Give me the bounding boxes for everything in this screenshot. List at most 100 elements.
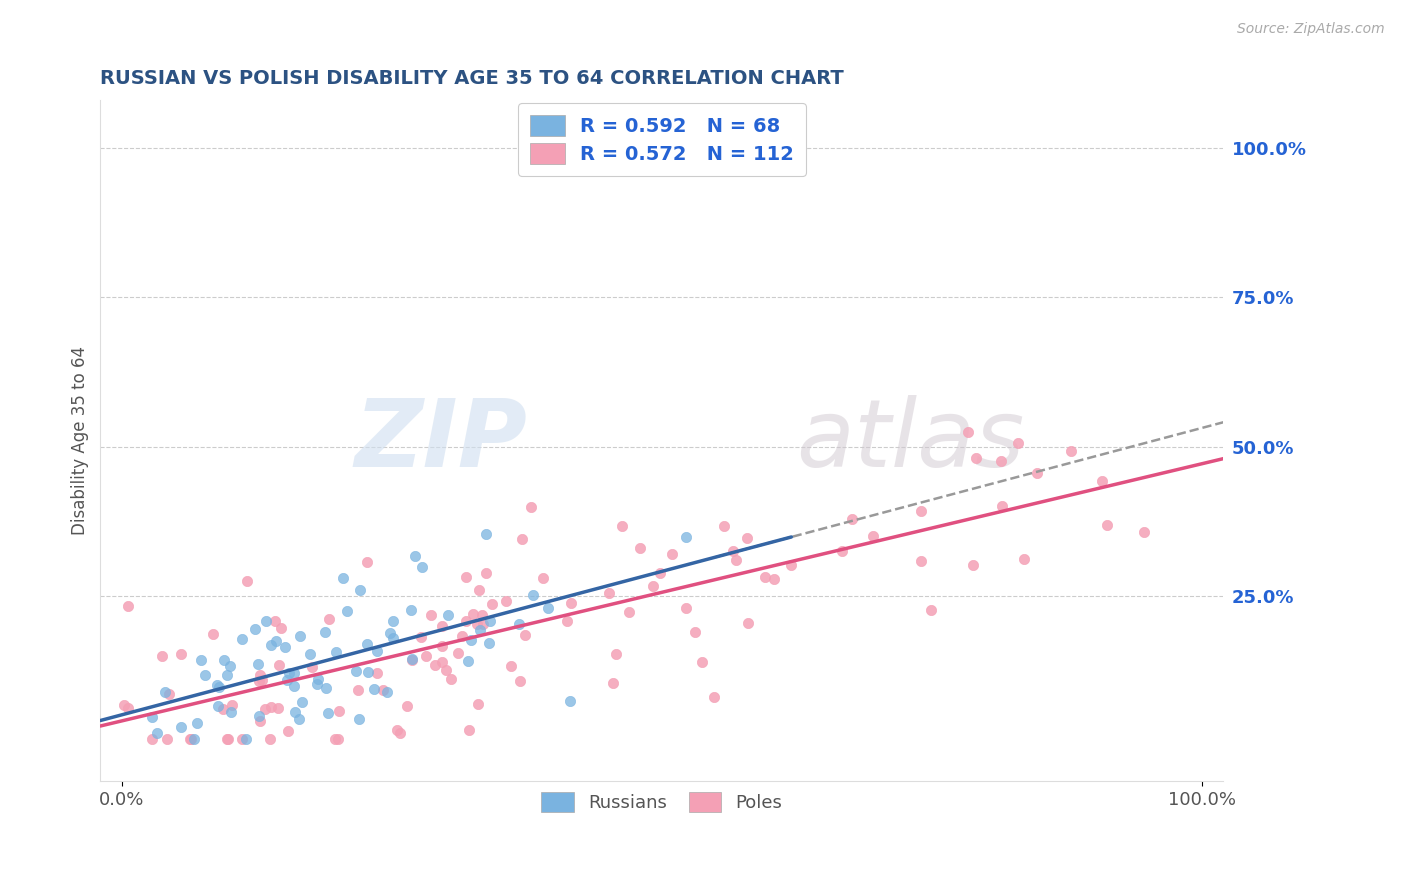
Point <box>363 682 385 697</box>
Point <box>170 647 193 661</box>
Point <box>170 720 193 734</box>
Point <box>326 732 349 747</box>
Point <box>735 531 758 545</box>
Point <box>598 586 620 600</box>
Point <box>347 712 370 726</box>
Point <box>475 566 498 581</box>
Point <box>153 684 176 698</box>
Point <box>560 596 582 610</box>
Point <box>186 716 208 731</box>
Point <box>356 637 378 651</box>
Point <box>610 519 633 533</box>
Point <box>205 677 228 691</box>
Point <box>117 599 139 613</box>
Point <box>152 649 174 664</box>
Point <box>180 732 202 747</box>
Legend: Russians, Poles: Russians, Poles <box>530 781 793 823</box>
Point <box>536 600 558 615</box>
Point <box>254 614 277 628</box>
Point <box>423 657 446 672</box>
Point <box>401 652 423 666</box>
Point <box>247 657 270 671</box>
Point <box>366 644 388 658</box>
Point <box>259 699 281 714</box>
Point <box>862 529 884 543</box>
Point <box>288 712 311 726</box>
Point <box>218 658 240 673</box>
Point <box>277 723 299 738</box>
Point <box>721 543 744 558</box>
Point <box>382 614 405 628</box>
Point <box>555 614 578 628</box>
Point <box>454 615 477 629</box>
Point <box>274 640 297 655</box>
Point <box>141 710 163 724</box>
Point <box>703 690 725 704</box>
Point <box>215 732 238 747</box>
Point <box>478 636 501 650</box>
Point <box>217 732 239 747</box>
Point <box>375 685 398 699</box>
Point <box>401 653 423 667</box>
Point <box>962 558 984 572</box>
Point <box>461 607 484 621</box>
Point <box>411 630 433 644</box>
Text: ZIP: ZIP <box>354 394 527 487</box>
Point <box>283 679 305 693</box>
Point <box>1025 466 1047 480</box>
Point <box>117 701 139 715</box>
Point <box>440 672 463 686</box>
Point <box>270 621 292 635</box>
Text: atlas: atlas <box>797 395 1025 486</box>
Text: RUSSIAN VS POLISH DISABILITY AGE 35 TO 64 CORRELATION CHART: RUSSIAN VS POLISH DISABILITY AGE 35 TO 6… <box>100 69 844 87</box>
Point <box>378 626 401 640</box>
Point <box>619 605 641 619</box>
Point <box>432 639 454 653</box>
Point <box>212 702 235 716</box>
Point <box>278 665 301 680</box>
Point <box>1095 517 1118 532</box>
Point <box>315 681 337 695</box>
Point <box>650 566 672 581</box>
Point <box>475 526 498 541</box>
Text: Source: ZipAtlas.com: Source: ZipAtlas.com <box>1237 22 1385 37</box>
Point <box>910 504 932 518</box>
Point <box>301 660 323 674</box>
Point <box>690 655 713 669</box>
Point <box>675 600 697 615</box>
Point <box>179 732 201 747</box>
Point <box>468 623 491 637</box>
Point <box>208 680 231 694</box>
Point <box>432 655 454 669</box>
Point <box>628 541 651 556</box>
Point <box>460 633 482 648</box>
Point <box>316 706 339 720</box>
Point <box>357 665 380 680</box>
Point <box>501 659 523 673</box>
Point <box>458 723 481 738</box>
Point <box>389 726 412 740</box>
Point <box>643 579 665 593</box>
Point <box>457 654 479 668</box>
Point <box>349 583 371 598</box>
Point <box>231 732 253 747</box>
Point <box>513 628 536 642</box>
Point <box>291 694 314 708</box>
Point <box>141 732 163 747</box>
Point <box>249 668 271 682</box>
Point <box>725 553 748 567</box>
Point <box>737 615 759 630</box>
Point <box>763 572 786 586</box>
Point <box>243 622 266 636</box>
Point <box>347 683 370 698</box>
Point <box>371 683 394 698</box>
Point <box>478 615 501 629</box>
Point <box>247 673 270 688</box>
Point <box>283 666 305 681</box>
Point <box>344 664 367 678</box>
Point <box>1091 474 1114 488</box>
Point <box>495 593 517 607</box>
Point <box>328 704 350 718</box>
Point <box>713 518 735 533</box>
Point <box>965 450 987 465</box>
